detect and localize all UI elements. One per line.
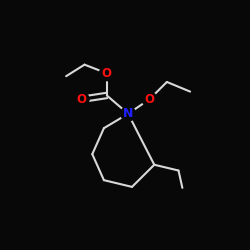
Text: N: N xyxy=(123,107,133,120)
Text: O: O xyxy=(102,67,112,80)
Circle shape xyxy=(142,92,157,106)
Circle shape xyxy=(121,106,136,121)
Text: O: O xyxy=(144,93,154,106)
Circle shape xyxy=(100,66,114,81)
Circle shape xyxy=(74,92,89,106)
Text: O: O xyxy=(76,93,87,106)
